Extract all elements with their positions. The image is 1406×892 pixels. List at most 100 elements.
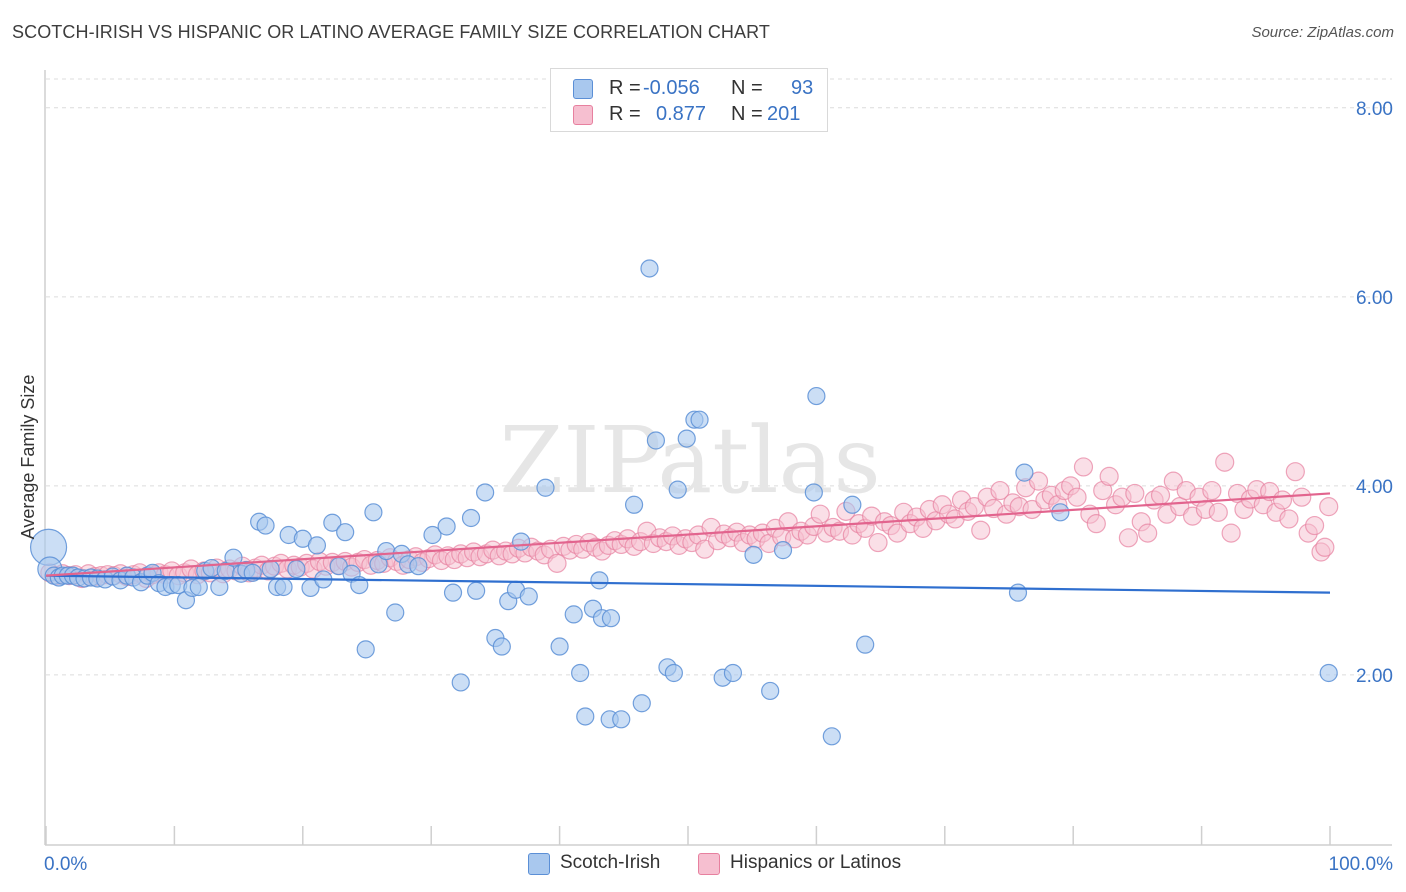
scotch-irish-point [423,525,442,545]
scotch-irish-point [386,603,405,622]
scotch-irish-point [744,545,763,564]
hispanics-point [887,523,907,543]
y-tick-label: 4.00 [1356,477,1393,498]
pink-swatch [573,105,593,125]
y-axis-title: Average Family Size [18,375,38,540]
scotch-irish-point [511,532,531,551]
legend-label: Hispanics or Latinos [730,852,902,873]
hispanics-point [1163,471,1183,491]
legend-n-value: 93 [791,77,814,99]
scotch-irish-point [467,581,486,600]
hispanics-point [1304,515,1325,536]
hispanics-point [547,553,567,573]
scotch-irish-point [377,541,396,561]
hispanics-point [1285,462,1305,482]
scotch-irish-point [519,587,538,606]
legend-r-label: R = [609,77,641,99]
scotch-irish-point [843,495,862,514]
hispanics-point [1067,487,1087,507]
scotch-irish-point [632,694,651,713]
hispanics-point [1138,523,1158,543]
scotch-irish-point [274,577,293,597]
hispanics-point [1099,466,1119,487]
hispanics-point [1292,487,1312,507]
scotch-irish-point [856,635,875,654]
scotch-irish-point [461,508,481,528]
scotch-irish-point [409,557,428,576]
scotch-irish-point [822,727,841,746]
scotch-irish-point [451,673,470,692]
scotch-irish-point [804,483,823,502]
blue-swatch [573,79,593,99]
axes [44,70,1392,846]
scotch-irish-point [307,536,327,555]
legend-r-value: 0.877 [656,103,707,125]
scotch-irish-point [492,637,511,656]
hispanics-point [1022,499,1042,520]
hispanics-point [971,520,991,540]
scotch-irish-point [476,483,495,502]
hispanics-point [1118,528,1139,548]
y-tick-labels: 2.00 4.00 6.00 8.00 [1356,99,1393,687]
scotch-irish-point [761,681,780,701]
chart-title: SCOTCH-IRISH VS HISPANIC OR LATINO AVERA… [12,22,770,42]
scotch-irish-point [664,663,683,683]
hispanics-point [1202,480,1222,501]
y-tick-label: 8.00 [1356,99,1393,120]
scotch-irish-point [261,559,280,579]
hispanics-point [868,532,888,553]
scotch-irish-point [287,559,306,579]
scotch-irish-point [668,480,687,499]
scotch-irish-point [224,548,243,567]
scotch-irish-point [640,259,659,278]
scotch-irish-trend-line [45,574,1331,594]
legend-n-label: N = [731,103,763,125]
scotch-irish-point [723,663,743,683]
scotch-irish-point [443,583,463,602]
scotch-irish-point [576,707,595,726]
scotch-irish-point [601,609,621,628]
scotch-irish-point [336,523,355,542]
hispanics-point [1272,490,1293,510]
scotch-irish-point [256,516,275,535]
source-credit: Source: ZipAtlas.com [1251,24,1394,41]
scotch-irish-point [807,386,826,406]
hispanics-point [1086,514,1106,534]
scotch-irish-point [590,571,609,590]
blue-swatch [528,853,550,875]
scotch-irish-point [1051,503,1070,522]
hispanics-point [1150,485,1171,505]
scotch-irish-point [624,495,644,514]
y-tick-label: 6.00 [1356,288,1393,309]
legend-r-label: R = [609,103,641,125]
scotch-irish-point [550,637,569,656]
pink-swatch [698,853,720,875]
x-tick-labels: 0.0% 100.0% [44,854,1393,875]
scotch-irish-point [564,605,583,624]
hispanics-point [1319,497,1339,517]
legend-n-label: N = [731,77,763,99]
hispanics-point [1221,523,1241,543]
scotch-irish-point [690,410,709,429]
scotch-irish-point [677,429,696,448]
correlation-legend: R = -0.056 N = 93 R = 0.877 N = 201 [550,68,828,132]
hispanics-point [990,480,1010,501]
scotch-irish-point [1008,583,1028,602]
legend-n-value: 201 [767,103,801,125]
scotch-irish-point [646,431,666,450]
x-tick-label: 100.0% [1329,854,1394,875]
trend-lines [45,492,1331,594]
hispanics-point [1125,483,1145,504]
hispanics-point [1315,537,1335,557]
hispanics-point [778,512,798,532]
scotch-irish-point [612,710,631,729]
scotch-irish-point [356,640,375,659]
hispanics-point [1279,509,1299,529]
legend-label: Scotch-Irish [560,852,661,873]
scotch-irish-point [243,563,262,582]
scotch-irish-point [773,541,793,560]
scotch-irish-point [571,663,590,683]
hispanics-point [1208,502,1228,522]
scotch-irish-point [1015,463,1034,482]
